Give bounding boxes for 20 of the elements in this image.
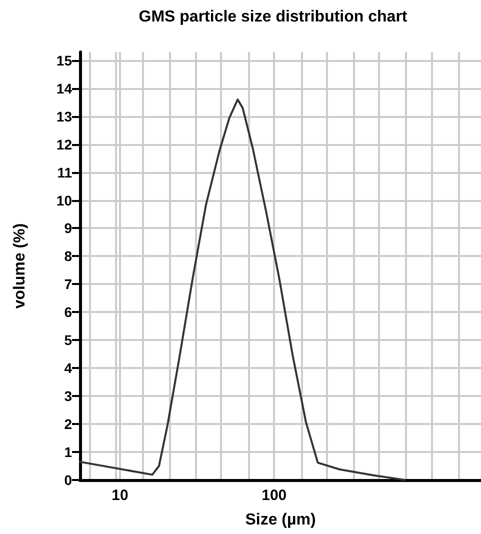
y-tick-label: 7 [64, 276, 72, 292]
x-axis-title: Size (µm) [245, 512, 316, 528]
y-tick-label: 6 [64, 304, 72, 320]
y-tick-label: 4 [64, 360, 72, 376]
y-tick-label: 9 [64, 220, 72, 236]
y-tick-label: 15 [56, 52, 72, 68]
y-tick-label: 3 [64, 388, 72, 404]
y-tick-label: 13 [56, 108, 72, 124]
y-tick-label: 14 [56, 80, 72, 96]
y-axis-title: volume (%) [12, 223, 28, 309]
chart-title: GMS particle size distribution chart [138, 8, 408, 26]
y-tick-label: 12 [56, 136, 72, 152]
y-tick-label: 5 [64, 332, 72, 348]
y-tick-label: 0 [64, 472, 72, 488]
y-tick-label: 1 [64, 444, 72, 460]
y-tick-label: 8 [64, 248, 72, 264]
y-tick-label: 2 [64, 416, 72, 432]
y-tick-label: 10 [56, 192, 72, 208]
x-tick-label: 100 [262, 487, 287, 504]
y-tick-label: 11 [57, 164, 72, 180]
